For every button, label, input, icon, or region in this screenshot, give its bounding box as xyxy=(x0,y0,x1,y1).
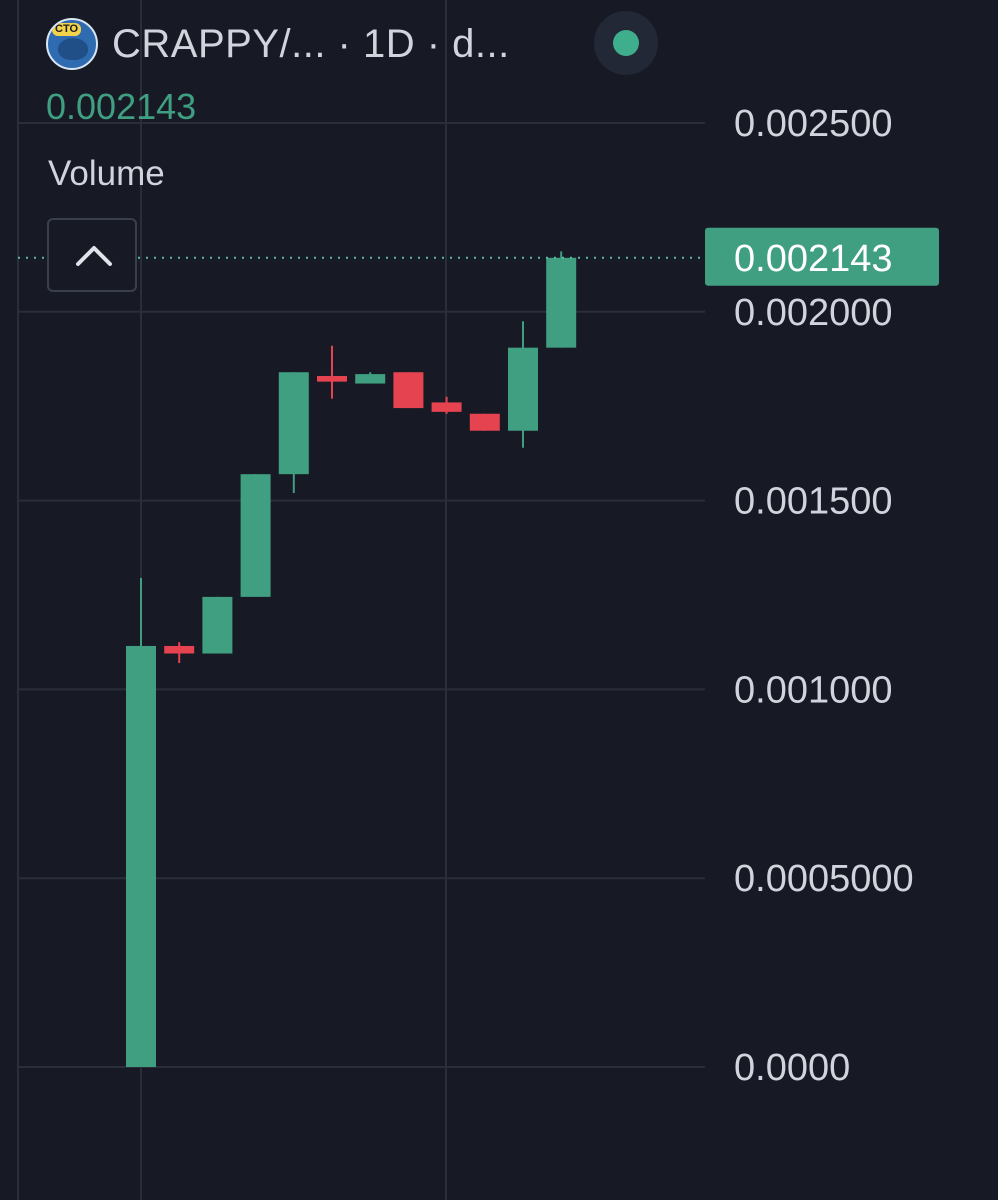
candle-body xyxy=(431,402,462,412)
volume-indicator-label[interactable]: Volume xyxy=(48,154,165,193)
current-price-label: 0.002143 xyxy=(734,238,893,280)
candle-body xyxy=(317,375,347,382)
candle-body xyxy=(355,374,386,384)
y-axis-tick-label: 0.0000 xyxy=(734,1047,850,1089)
chevron-up-icon xyxy=(76,246,112,266)
candle-body xyxy=(508,347,538,431)
y-axis-tick-label: 0.0005000 xyxy=(734,858,914,900)
chart-header: CTO CRAPPY/... · 1D · d... xyxy=(46,16,510,72)
candle-body xyxy=(278,372,309,475)
current-price-tag xyxy=(705,227,939,286)
candle-body xyxy=(393,372,424,409)
symbol-title[interactable]: CRAPPY/... · 1D · d... xyxy=(112,21,510,66)
live-status-button[interactable] xyxy=(594,11,658,75)
y-axis-tick-label: 0.001000 xyxy=(734,669,893,711)
last-price: 0.002143 xyxy=(46,86,197,127)
candle-body xyxy=(469,413,500,431)
candle-body xyxy=(126,645,156,1067)
y-axis-tick-label: 0.001500 xyxy=(734,481,893,523)
collapse-indicators-button[interactable] xyxy=(47,218,137,292)
y-axis-tick-label: 0.002500 xyxy=(734,103,893,145)
candle-body xyxy=(164,645,195,654)
candle-body xyxy=(240,474,271,597)
candle-body xyxy=(546,257,577,348)
token-logo: CTO xyxy=(46,18,98,70)
candle-body xyxy=(202,596,233,654)
logo-face-icon xyxy=(58,38,88,60)
y-axis-tick-label: 0.002000 xyxy=(734,292,893,334)
live-dot-icon xyxy=(613,30,639,56)
logo-badge-text: CTO xyxy=(52,23,82,36)
